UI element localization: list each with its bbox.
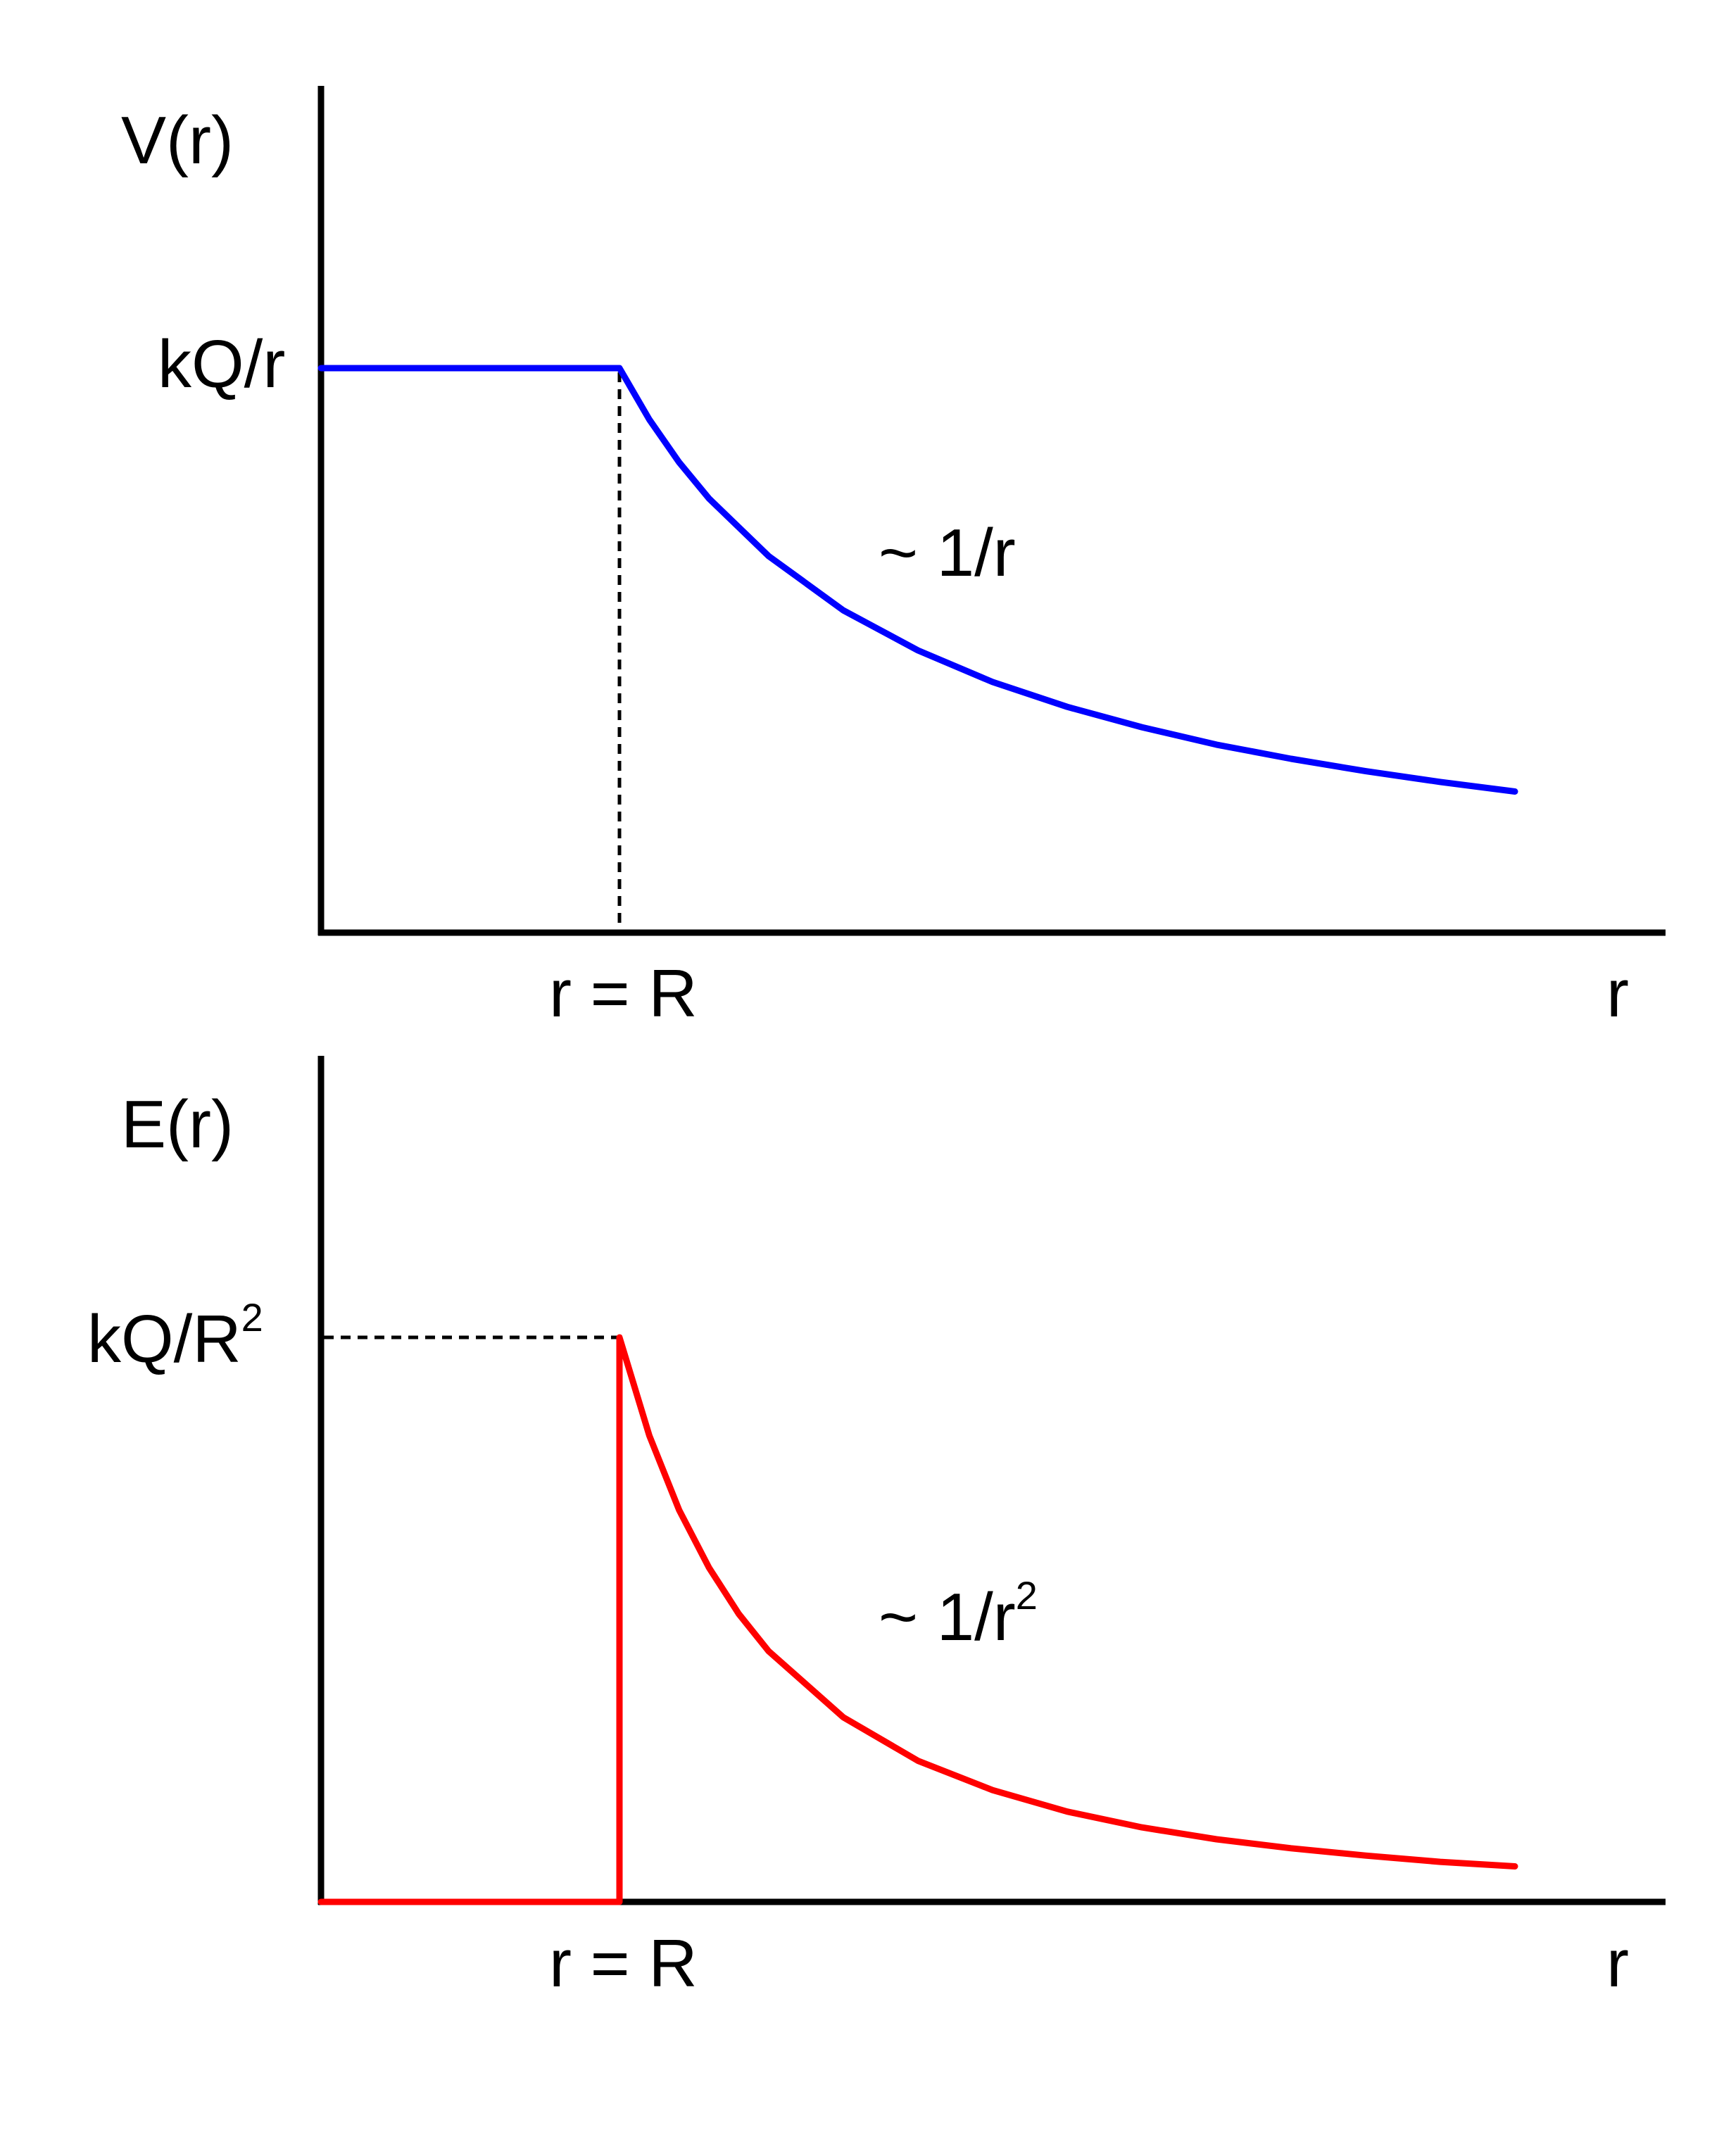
e-series-line — [317, 1334, 1518, 1905]
e-annotation-base: ~ 1/r — [879, 1580, 1016, 1655]
e-x-tick-label: r = R — [549, 1926, 698, 2001]
potential-panel: V(r) kQ/r ~ 1/r r = R r — [121, 86, 1666, 1031]
v-annotation: ~ 1/r — [879, 515, 1016, 591]
e-y-tick-label: kQ/R2 — [87, 1295, 263, 1377]
e-x-axis-label: r — [1606, 1926, 1629, 2001]
v-x-axis-label: r — [1606, 956, 1629, 1031]
e-y-axis-label: E(r) — [121, 1087, 234, 1162]
e-annotation: ~ 1/r2 — [879, 1573, 1038, 1655]
v-y-tick-label: kQ/r — [158, 327, 285, 402]
e-y-tick-base: kQ/R — [87, 1301, 241, 1377]
field-panel: E(r) kQ/R2 ~ 1/r2 r = R r — [87, 1056, 1666, 2001]
v-y-axis-label: V(r) — [121, 103, 234, 178]
v-series-line — [317, 365, 1518, 795]
e-y-tick-exponent: 2 — [241, 1295, 263, 1339]
e-annotation-exponent: 2 — [1016, 1573, 1038, 1618]
v-x-tick-label: r = R — [549, 956, 698, 1031]
